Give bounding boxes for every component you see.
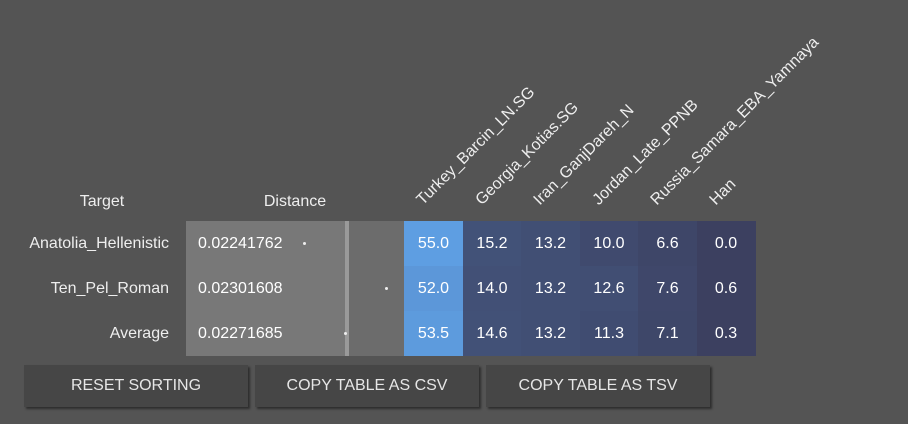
distance-cell: 0.02301608 xyxy=(198,279,283,297)
value-cell: 15.2 xyxy=(462,221,522,266)
value-cell: 55.0 xyxy=(404,221,463,266)
distance-dot xyxy=(302,242,306,245)
value-cell: 53.5 xyxy=(404,311,463,356)
value-cell: 0.3 xyxy=(696,311,756,356)
value-cell: 14.0 xyxy=(462,266,522,311)
button[interactable]: COPY TABLE AS CSV xyxy=(255,365,479,407)
target-header: Target xyxy=(79,193,125,210)
distance-bg-right xyxy=(349,221,404,356)
button[interactable]: COPY TABLE AS TSV xyxy=(486,365,710,407)
population-header: Jordan_Late_PPNB xyxy=(589,96,702,209)
distance-divider xyxy=(345,221,349,356)
value-cell: 0.0 xyxy=(696,221,756,266)
value-cell: 13.2 xyxy=(521,266,580,311)
target-cell: Anatolia_Hellenistic xyxy=(29,234,169,252)
value-cell: 6.6 xyxy=(638,221,697,266)
target-cell: Average xyxy=(109,324,169,342)
value-cell: 7.6 xyxy=(638,266,697,311)
population-header: Iran_GanjDareh_N xyxy=(530,101,638,209)
value-cell: 14.6 xyxy=(462,311,522,356)
distance-dot xyxy=(343,332,347,335)
value-cell: 13.2 xyxy=(521,221,580,266)
distance-header: Distance xyxy=(263,193,327,210)
distance-cell: 0.02241762 xyxy=(198,234,283,252)
population-header: Han xyxy=(706,175,740,209)
value-cell: 10.0 xyxy=(579,221,639,266)
button[interactable]: RESET SORTING xyxy=(24,365,248,407)
value-cell: 0.6 xyxy=(696,266,756,311)
value-cell: 11.3 xyxy=(579,311,639,356)
distance-cell: 0.02271685 xyxy=(198,324,283,342)
value-cell: 7.1 xyxy=(638,311,697,356)
distance-bg xyxy=(186,221,346,356)
distance-dot xyxy=(384,287,388,290)
value-cell: 12.6 xyxy=(579,266,639,311)
value-cell: 13.2 xyxy=(521,311,580,356)
population-header: Georgia_Kotias.SG xyxy=(472,99,582,209)
value-cell: 52.0 xyxy=(404,266,463,311)
target-cell: Ten_Pel_Roman xyxy=(50,279,169,297)
